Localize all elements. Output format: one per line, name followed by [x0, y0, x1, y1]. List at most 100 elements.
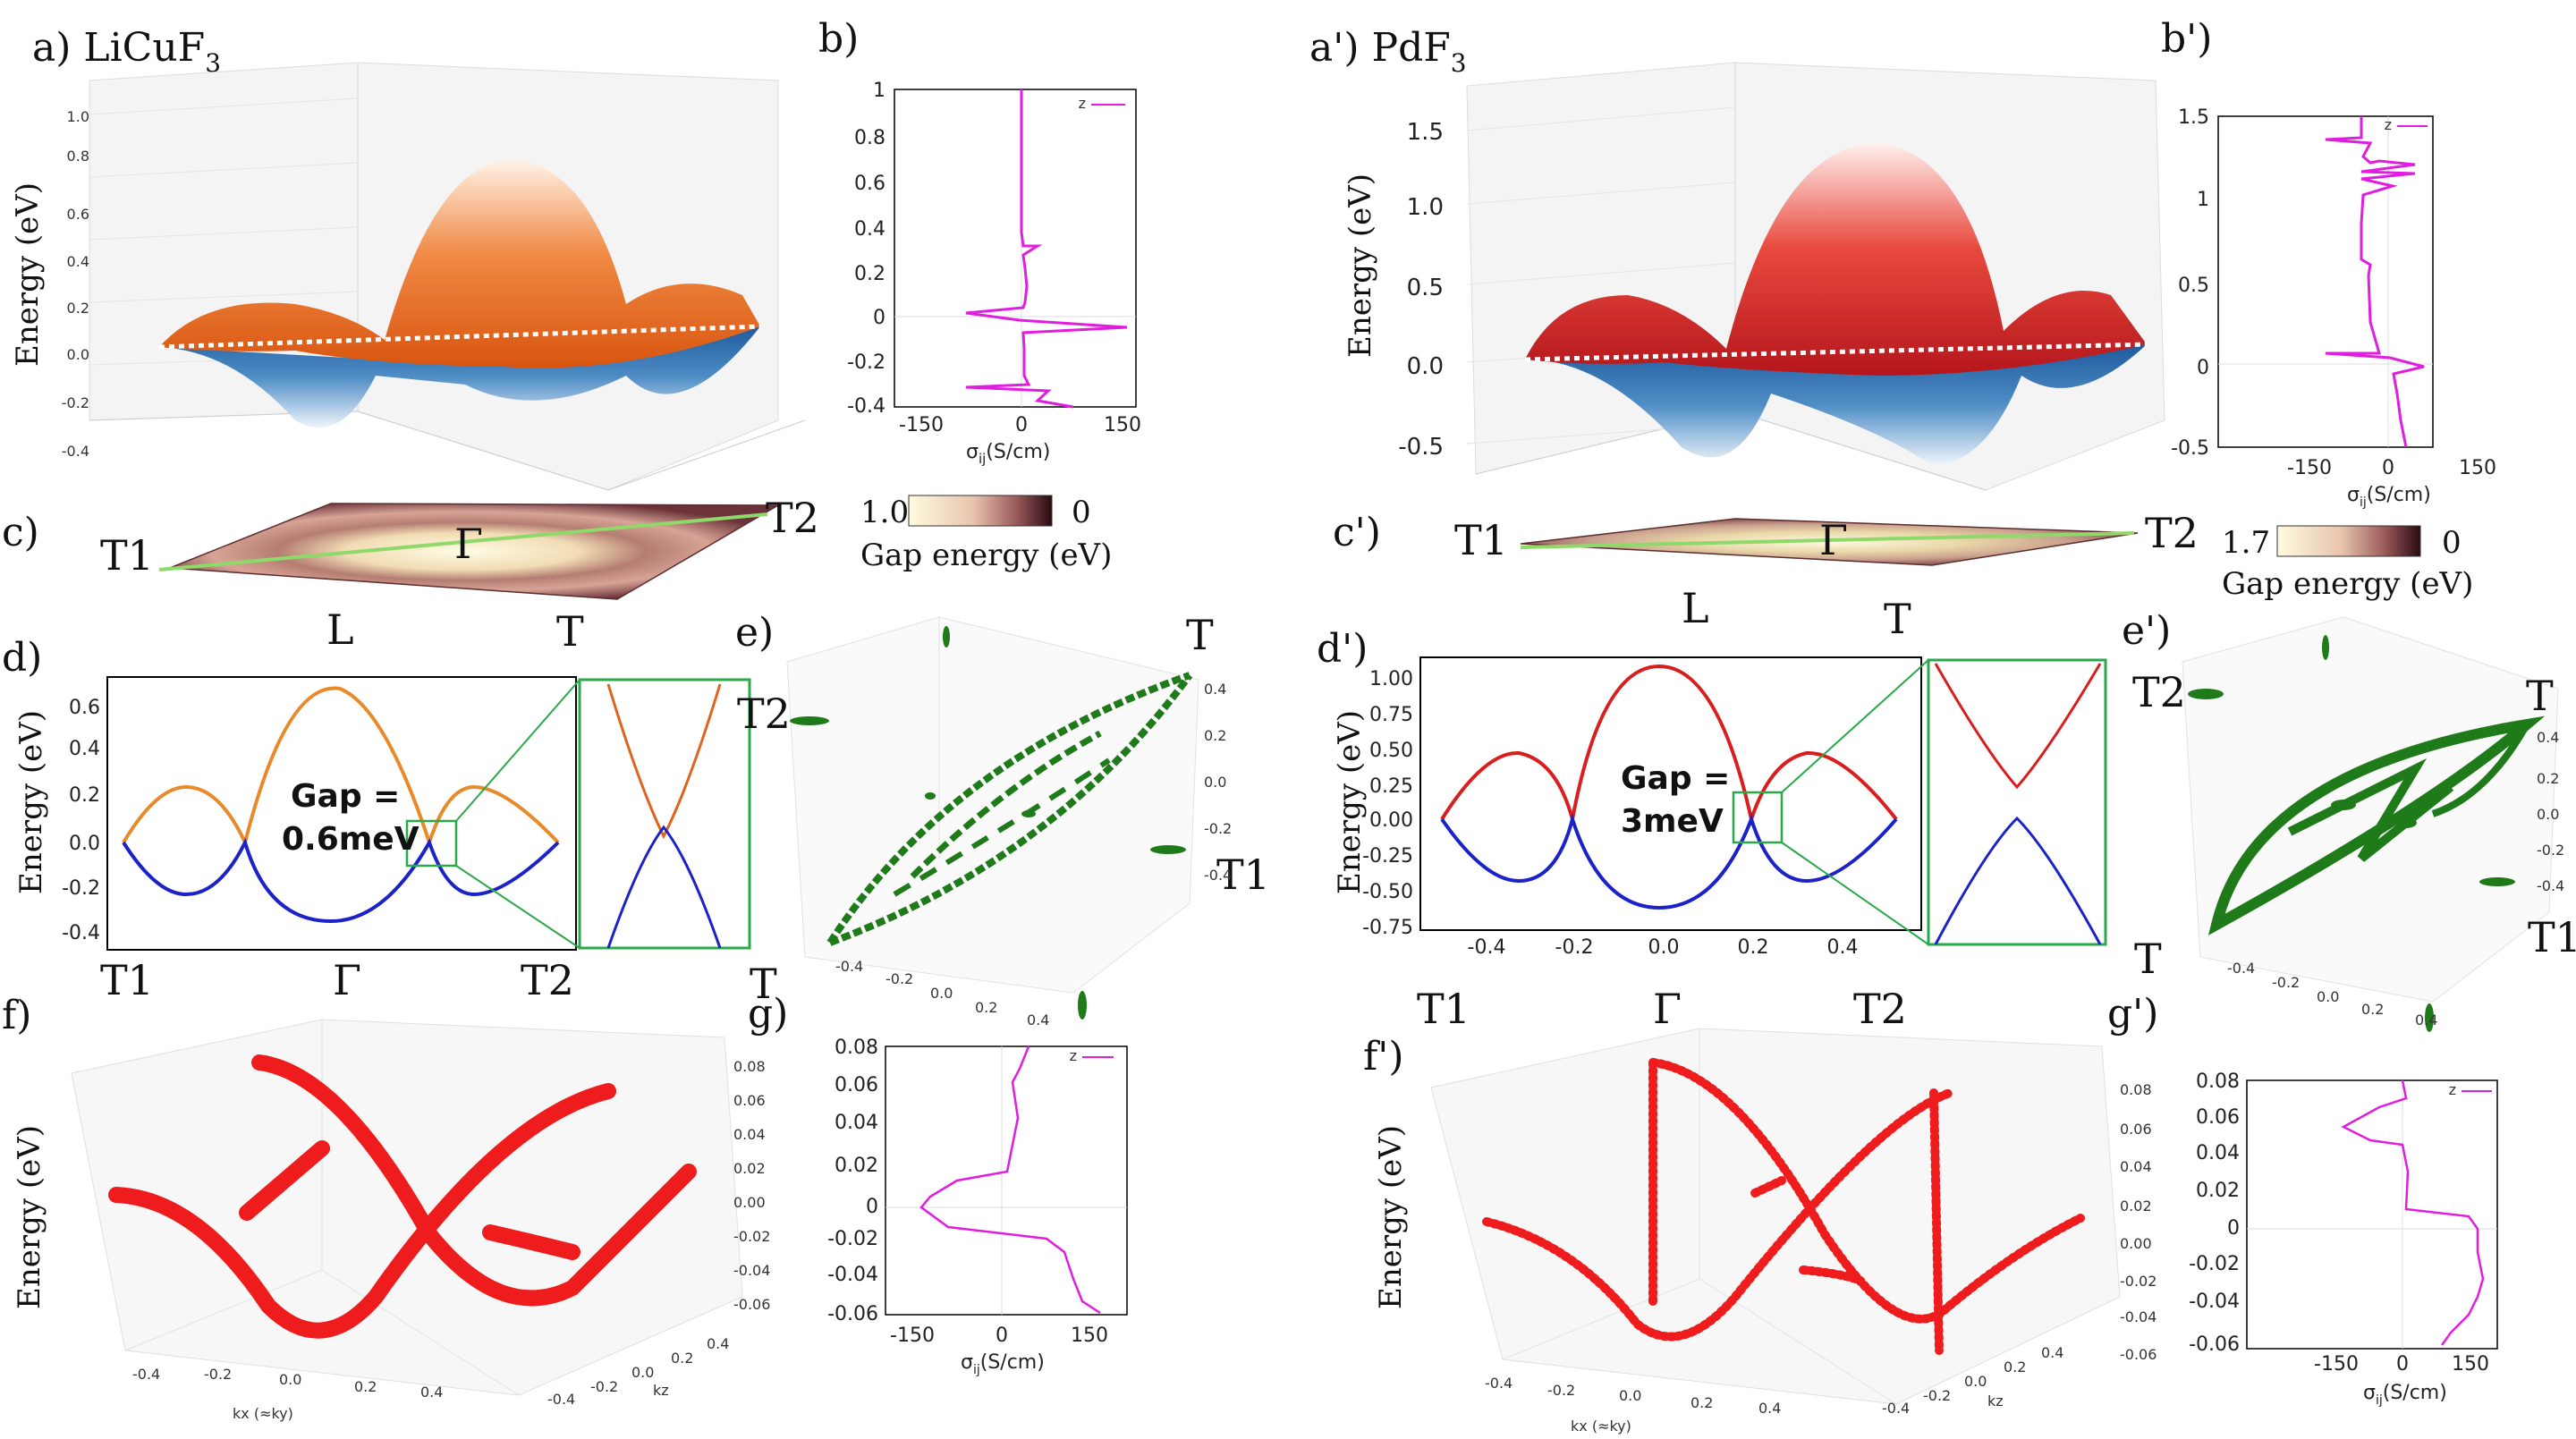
panel-label-e: e) — [735, 610, 774, 656]
a-tick: 1.0 — [67, 108, 89, 125]
c-prime-cbar-label: Gap energy (eV) — [2222, 566, 2473, 602]
b-prime-legend: z — [2385, 116, 2392, 133]
panel-label-b: b) — [818, 16, 859, 62]
e-prime-xtick: -0.4 — [2227, 960, 2255, 977]
panel-g-prime-conductivity: z 0.08 0.06 0.04 0.02 0 -0.02 -0.04 -0.0… — [2189, 1071, 2498, 1408]
g-prime-ytick: 0.06 — [2196, 1106, 2240, 1129]
f-ztick: 0.04 — [733, 1126, 766, 1143]
c-prime-cbar-min: 0 — [2442, 525, 2462, 561]
a-tick: -0.4 — [62, 443, 89, 460]
b-ytick: 0.2 — [854, 263, 886, 285]
e-prime-ztick: -0.2 — [2537, 842, 2564, 859]
e-label-Tbottom: T — [750, 960, 777, 1008]
g-prime-legend: z — [2449, 1081, 2456, 1098]
e-prime-xtick: 0.0 — [2317, 988, 2339, 1005]
panel-d-prime-bandstructure: Gap = 3meV Energy (eV) 1.00 0.75 0.50 0.… — [1332, 656, 2107, 1033]
f-prime-xtick: 0.0 — [1619, 1387, 1641, 1404]
f-xtick: 0.0 — [279, 1371, 301, 1388]
f-ztick: -0.06 — [733, 1296, 770, 1313]
g-xlabel: σij(S/cm) — [961, 1351, 1045, 1377]
panel-label-f-prime: f') — [1363, 1034, 1404, 1079]
f-prime-ztick: -0.02 — [2120, 1273, 2157, 1290]
d-gap-text-2: 0.6meV — [282, 821, 419, 858]
panel-f-prime-3d-crossing: Energy (eV) 0.08 0.06 0.04 0.02 0.00 -0.… — [1373, 1028, 2157, 1435]
f-prime-xtick: 0.4 — [1758, 1400, 1781, 1417]
panel-label-e-prime: e') — [2122, 608, 2171, 654]
f-prime-xtick: -0.4 — [1485, 1375, 1513, 1392]
panel-c-prime-gap-map: T1 T2 Γ L T 1.7 0 Gap energy (eV) — [1454, 509, 2473, 643]
c-prime-label-T1: T1 — [1454, 516, 1508, 564]
d-prime-gap-text-2: 3meV — [1621, 803, 1724, 840]
b-prime-ytick: 1.5 — [2178, 106, 2209, 129]
d-prime-ytick: -0.75 — [1362, 917, 1413, 939]
f-ztick: 0.02 — [733, 1160, 766, 1177]
f-prime-ztick: 0.04 — [2120, 1158, 2152, 1175]
e-xtick: 0.0 — [930, 985, 953, 1002]
e-xtick: 0.2 — [975, 999, 997, 1016]
b-ytick: 0.6 — [854, 173, 886, 195]
e-ztick: 0.4 — [1204, 681, 1226, 698]
e-prime-ztick: -0.4 — [2537, 877, 2564, 894]
d-prime-label-T1: T1 — [1417, 985, 1470, 1033]
d-prime-ytick: 1.00 — [1369, 668, 1413, 690]
b-xtick: -150 — [899, 414, 944, 436]
panel-label-a: a) LiCuF3 — [32, 25, 221, 78]
g-xtick: -150 — [890, 1325, 935, 1347]
a-tick: -0.2 — [62, 394, 89, 411]
a-prime-tick: -0.5 — [1398, 434, 1444, 461]
f-kztick: 0.0 — [631, 1364, 654, 1381]
f-prime-kztick: -0.4 — [1882, 1400, 1910, 1417]
b-prime-ytick: 1 — [2197, 189, 2209, 211]
a-tick: 0.8 — [67, 148, 89, 165]
d-prime-xtick: 0.4 — [1827, 936, 1859, 959]
d-prime-xtick: -0.4 — [1468, 936, 1506, 959]
panel-label-f: f) — [2, 993, 31, 1038]
g-ytick: 0.04 — [835, 1112, 878, 1134]
c-prime-label-L: L — [1682, 584, 1709, 632]
e-prime-label-T1: T1 — [2528, 913, 2576, 961]
b-prime-xtick: -150 — [2287, 457, 2332, 479]
panel-e-nodal-lines: T2 T T1 T 0.4 0.2 0.0 -0.2 -0.4 -0.4 -0.… — [737, 611, 1270, 1028]
c-label-T2: T2 — [766, 494, 819, 542]
g-ytick: 0.08 — [835, 1037, 878, 1059]
f-prime-ztick: -0.06 — [2120, 1346, 2157, 1363]
b-prime-ytick: 0 — [2197, 357, 2209, 379]
panel-label-g: g) — [748, 991, 788, 1037]
f-ztick: -0.02 — [733, 1228, 770, 1245]
b-prime-xtick: 150 — [2459, 457, 2496, 479]
a-prime-tick: 1.0 — [1407, 194, 1444, 221]
panel-label-d-prime: d') — [1317, 626, 1368, 672]
f-xtick: -0.2 — [204, 1366, 232, 1383]
f-prime-xtick: -0.2 — [1547, 1382, 1575, 1399]
f-kztick: 0.2 — [671, 1350, 693, 1367]
c-label-L: L — [326, 605, 354, 654]
d-prime-ytick: -0.25 — [1362, 845, 1413, 868]
f-ztick: 0.08 — [733, 1058, 766, 1075]
panel-d-bandstructure: Gap = 0.6meV Energy (eV) 0.6 0.4 0.2 0.0… — [13, 676, 751, 1004]
g-ytick: -0.04 — [827, 1264, 878, 1286]
d-prime-ylabel: Energy (eV) — [1332, 710, 1368, 894]
d-prime-xtick: 0.0 — [1648, 936, 1680, 959]
b-xlabel: σij(S/cm) — [966, 441, 1050, 467]
b-xtick: 0 — [1015, 414, 1028, 436]
f-ztick: 0.00 — [733, 1194, 766, 1211]
a-ylabel: Energy (eV) — [10, 182, 46, 367]
g-ytick: -0.06 — [827, 1303, 878, 1325]
b-ytick: -0.4 — [847, 395, 886, 418]
e-prime-label-T2: T2 — [2132, 668, 2186, 716]
a-prime-tick: 0.0 — [1407, 353, 1444, 380]
c-prime-label-gamma: Γ — [1819, 516, 1848, 564]
f-xtick: 0.4 — [420, 1384, 443, 1401]
g-prime-ytick: 0.04 — [2196, 1142, 2240, 1164]
d-ytick: -0.4 — [62, 922, 100, 944]
f-xlabel: kx (≈ky) — [233, 1405, 293, 1422]
g-ytick: -0.02 — [827, 1228, 878, 1250]
panel-label-g-prime: g') — [2107, 991, 2158, 1037]
g-prime-ytick: 0.08 — [2196, 1071, 2240, 1093]
g-ytick: 0 — [866, 1196, 878, 1218]
d-prime-ytick: 0.50 — [1369, 740, 1413, 762]
a-prime-tick: 0.5 — [1407, 275, 1444, 301]
d-ytick: 0.2 — [69, 784, 100, 807]
f-prime-ztick: 0.08 — [2120, 1081, 2152, 1098]
